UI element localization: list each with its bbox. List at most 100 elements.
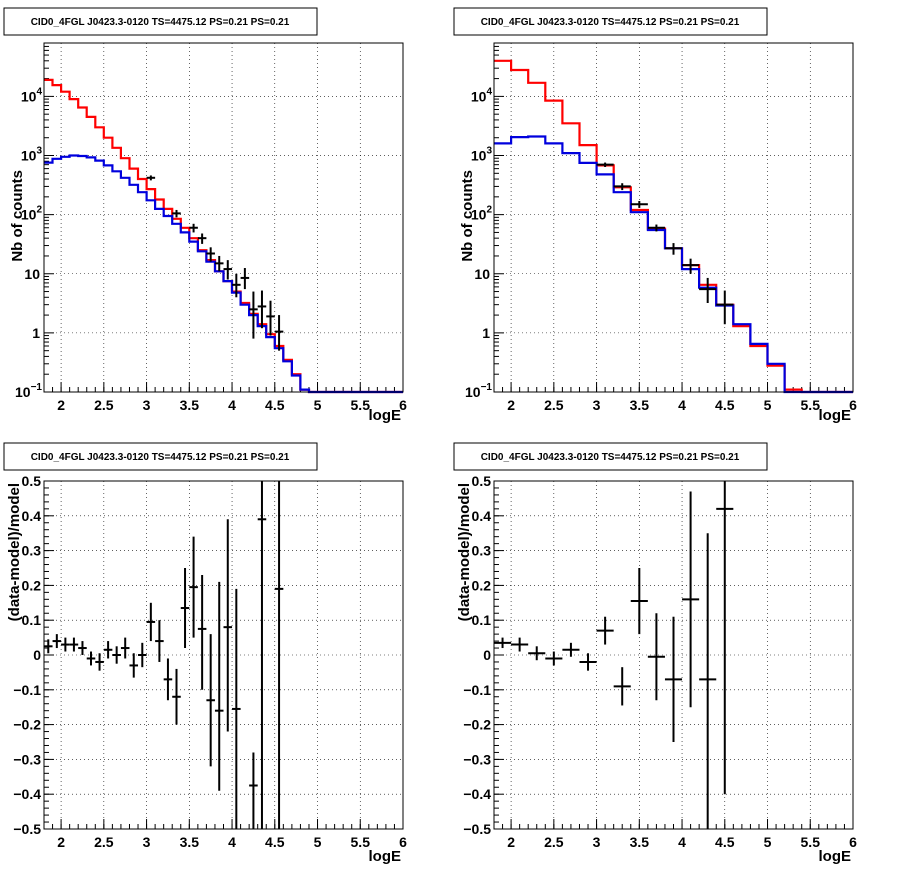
y-axis-title: (data-model)/model [6,483,23,621]
y-tick-label: 0 [483,647,491,663]
y-tick-label: 10 [474,266,490,282]
data-point [44,639,53,654]
data-point [647,224,665,232]
y-tick-label: 0.5 [472,473,492,489]
y-tick-label: 1 [32,325,40,341]
x-tick-label: 4.5 [715,397,735,413]
y-axis-title: Nb of counts [9,170,26,262]
data-point [266,300,275,336]
data-point [95,653,104,671]
x-tick-label: 4 [678,834,686,850]
y-tick-label: 103 [471,146,493,164]
data-point [613,667,631,706]
y-tick-label: −0.5 [13,821,41,837]
data-point [129,653,139,678]
x-tick-label: 3 [143,397,151,413]
data-point [69,637,79,652]
title-box [453,442,768,471]
data-point [223,519,233,732]
x-tick-label: 2 [57,397,65,413]
data-point [647,613,665,701]
x-tick-label: 3 [593,834,601,850]
y-tick-label: 102 [471,205,493,223]
x-tick-label: 5.5 [801,397,821,413]
data-point [61,637,70,652]
x-tick-label: 2 [57,834,65,850]
data-point [596,162,614,167]
data-point [494,637,512,649]
x-tick-label: 4 [228,397,236,413]
y-tick-label: 0.2 [22,577,42,593]
y-tick-label: 0.1 [22,612,42,628]
x-tick-label: 5.5 [351,397,371,413]
data-point [664,616,683,742]
data-point [206,247,215,262]
y-axis-title: Nb of counts [459,170,476,262]
x-tick-label: 3.5 [180,397,200,413]
x-tick-label: 4.5 [265,397,285,413]
data-point [103,641,113,659]
y-tick-label: 0.5 [22,473,42,489]
plot-area [44,481,403,829]
y-tick-label: 10−1 [465,382,492,400]
data-point [630,201,648,208]
data-point [699,277,717,304]
chart-title: CID0_4FGL J0423.3-0120 TS=4475.12 PS=0.2… [31,17,290,28]
data-point [630,568,648,635]
plot-frame [43,42,404,393]
x-tick-label: 6 [399,834,407,850]
y-tick-label: 1 [482,325,490,341]
y-tick-label: −0.2 [463,717,491,733]
data-point [189,536,198,638]
panel-top-left: 2 2.5 3 3.5 4 4.5 5 5.5 6 10−1 1 10 102 103 104 CID0_4F… [3,7,407,424]
data-point [214,255,224,272]
data-point [180,568,190,649]
data-point [206,634,215,767]
data-point [214,581,224,791]
data-point [172,209,181,218]
x-tick-label: 2.5 [544,834,564,850]
data-point [112,646,121,664]
data-point [274,315,284,351]
data-point [249,752,258,829]
title-box [3,7,318,36]
plot-area [494,43,853,392]
data-point [249,291,258,339]
data-point [138,642,147,668]
chart-title: CID0_4FGL J0423.3-0120 TS=4475.12 PS=0.2… [31,452,290,463]
title-box [453,7,768,36]
x-axis-title: logE [819,848,852,865]
data-point [172,668,181,725]
data-point [52,634,62,649]
y-tick-label: −0.1 [13,682,41,698]
x-tick-label: 4 [678,397,686,413]
y-tick-label: 0.1 [472,612,492,628]
data-point [699,533,717,829]
title-box [3,442,318,471]
data-point [511,637,529,652]
data-point [528,646,546,661]
data-point [545,651,563,666]
x-tick-label: 3.5 [630,397,650,413]
x-tick-label: 6 [849,834,857,850]
x-tick-label: 3 [593,397,601,413]
data-point [155,620,164,662]
x-tick-label: 5.5 [351,834,371,850]
data-point [257,481,267,829]
data-point [716,290,734,325]
x-tick-label: 5.5 [801,834,821,850]
x-tick-label: 2.5 [94,834,114,850]
data-point [163,658,173,701]
data-point [86,651,96,666]
x-tick-label: 3.5 [630,834,650,850]
histogram-series [494,135,853,394]
y-tick-label: 0.4 [22,508,42,524]
x-tick-label: 6 [849,397,857,413]
y-tick-label: 103 [21,146,43,164]
data-point [257,290,267,329]
x-tick-label: 2.5 [544,397,564,413]
y-tick-label: −0.2 [13,717,41,733]
data-point [146,602,156,642]
data-point [613,183,631,191]
